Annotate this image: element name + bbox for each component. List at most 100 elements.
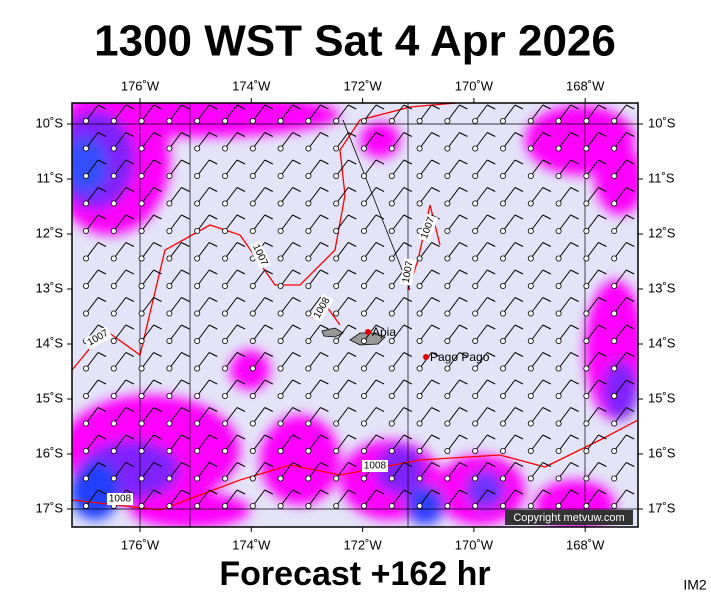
barb-station [305,337,312,344]
wind-barb [555,489,579,509]
barb-station [388,255,395,262]
barb-staff [558,297,571,314]
lon-label-top: 168˚W [566,78,605,93]
barb-feather [542,352,552,357]
barb-feather [292,324,301,330]
barb-staff [85,407,99,424]
wind-barb [138,214,162,234]
barb-feather [264,324,274,330]
barb-staff [363,489,377,507]
barb-station [83,392,90,399]
barb-feather [208,407,218,412]
isobar-label-box [417,213,439,243]
barb-feather [625,297,635,302]
barb-station [611,118,618,125]
wind-barb [527,132,552,152]
barb-station [110,475,117,482]
wind-barb [444,379,468,399]
barb-feather [208,379,218,385]
barb-staff [196,269,210,287]
barb-feather [625,489,635,495]
wind-barb [472,187,496,207]
lat-label-right: 13˚S [648,280,676,295]
barb-staff [502,434,516,452]
wind-barb [249,434,274,454]
barb-station [83,365,90,372]
barb-station [221,420,228,427]
barb-station [277,172,284,179]
barb-staff [391,132,405,149]
barb-feather [264,214,274,220]
isobar-label-text: 1008 [109,494,132,505]
barb-staff [252,434,266,452]
barb-feather [208,324,218,330]
barb-feather [514,159,524,165]
barb-staff [530,269,544,287]
barb-staff [113,242,127,259]
barb-station [527,475,534,482]
barb-station [416,447,423,454]
barb-feather [598,214,607,220]
barb-station [388,172,395,179]
barb-staff [474,214,488,232]
barb-feather [514,434,524,440]
barb-station [83,475,90,482]
barb-staff [252,352,266,369]
barb-staff [141,489,155,507]
barb-staff [252,187,266,204]
lat-label-right: 16˚S [648,445,676,460]
wind-barb [360,214,385,234]
barb-staff [586,434,599,452]
barb-feather [486,214,496,220]
wind-barb [472,489,496,509]
barb-feather [459,159,468,165]
barb-staff [502,132,516,149]
barb-feather [431,434,440,440]
barb-feather [264,462,274,467]
barb-station [444,502,451,509]
barb-staff [85,489,99,507]
barb-station [166,172,173,179]
wind-barb [138,159,162,179]
barb-staff [391,324,405,342]
barb-staff [613,407,627,424]
barb-staff [280,187,294,204]
barb-staff [446,434,460,452]
barb-feather [97,187,107,192]
barb-staff [586,104,599,122]
barb-feather [236,242,246,247]
lat-label-left: 16˚S [36,445,64,460]
barb-staff [474,434,488,452]
barb-feather [375,324,385,330]
barb-staff [307,242,321,259]
wind-barb [555,242,579,262]
wind-barb [527,242,552,262]
wind-barb [83,297,107,317]
barb-feather [403,324,413,330]
barb-staff [474,407,488,424]
wind-barb [221,434,246,454]
barb-station [194,420,201,427]
wind-barb [194,489,218,509]
barb-feather [459,489,468,495]
place-label: Pago Pago [430,350,490,364]
barb-staff [558,379,571,397]
barb-station [249,392,256,399]
barb-staff [307,269,321,287]
wind-barb [333,489,357,509]
barb-feather [486,104,496,110]
wind-barb [166,462,190,482]
wind-barb [305,489,329,509]
barb-staff [363,132,377,149]
barb-staff [113,379,127,397]
barb-station [499,502,506,509]
barb-staff [224,352,238,369]
barb-staff [224,434,238,452]
wind-barb [388,324,413,344]
barb-feather [598,132,607,137]
barb-station [221,227,228,234]
barb-staff [502,462,516,479]
barb-station [388,392,395,399]
barb-feather [125,352,135,357]
barb-feather [403,297,413,302]
